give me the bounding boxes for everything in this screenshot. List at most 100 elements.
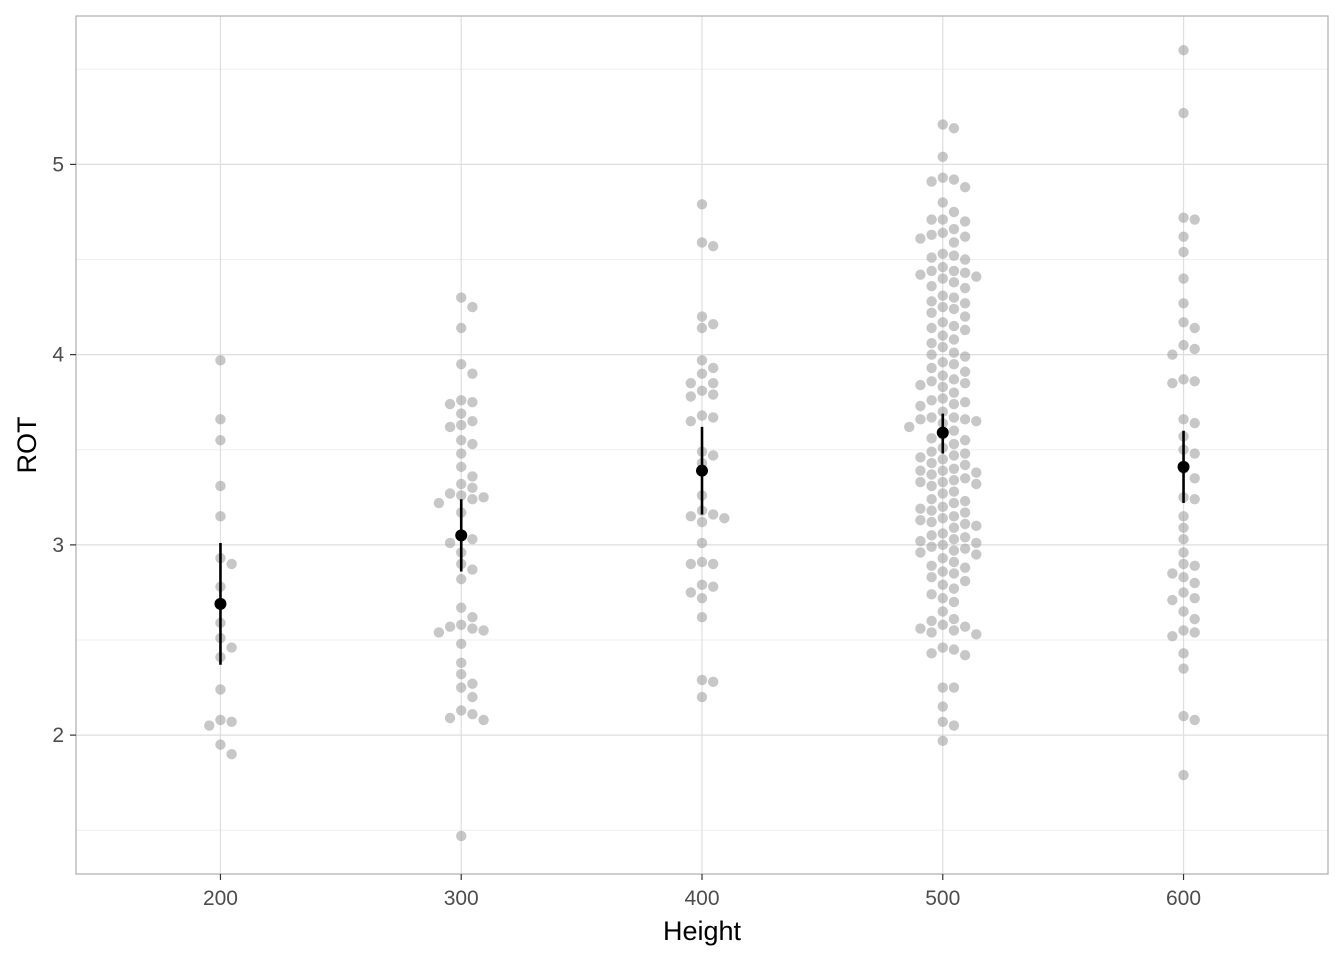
data-point — [215, 684, 226, 695]
data-point — [937, 579, 948, 591]
data-point — [1178, 522, 1189, 533]
data-point — [467, 691, 478, 703]
data-point — [959, 448, 971, 459]
y-axis-ticks: 2 3 4 5 — [52, 153, 76, 747]
data-point — [948, 250, 960, 261]
data-point — [904, 421, 915, 433]
data-point — [937, 261, 948, 273]
data-point — [1178, 625, 1189, 636]
data-point — [456, 619, 467, 630]
data-point — [696, 674, 708, 686]
data-point — [971, 478, 982, 490]
data-point — [926, 480, 937, 492]
data-point — [959, 621, 971, 632]
data-point — [467, 708, 478, 720]
data-point — [959, 575, 971, 587]
data-point — [467, 368, 478, 379]
data-point — [971, 416, 982, 427]
data-point — [926, 252, 937, 263]
data-point — [456, 638, 467, 650]
data-point — [971, 271, 982, 282]
data-point — [948, 556, 960, 568]
data-point — [1189, 592, 1200, 604]
data-point — [215, 714, 226, 726]
data-point — [948, 568, 960, 579]
data-point — [959, 254, 971, 265]
data-point — [915, 503, 926, 514]
data-point — [1178, 587, 1189, 598]
data-point — [467, 482, 478, 494]
data-point — [456, 705, 467, 716]
data-point — [685, 416, 697, 427]
data-point — [937, 735, 948, 747]
data-point — [971, 629, 982, 640]
data-point — [926, 446, 937, 457]
data-point — [456, 435, 467, 446]
data-point — [1178, 533, 1189, 545]
data-point — [1167, 349, 1178, 360]
data-point — [467, 471, 478, 482]
mean-point — [936, 426, 949, 439]
data-point — [685, 377, 697, 389]
data-point — [937, 539, 948, 551]
data-point — [719, 513, 730, 524]
data-point — [215, 435, 226, 446]
data-point — [937, 357, 948, 368]
data-point — [456, 478, 467, 490]
data-point — [959, 351, 971, 362]
data-point — [707, 362, 719, 374]
data-point — [226, 748, 237, 760]
data-point — [948, 358, 960, 370]
data-point — [456, 292, 467, 303]
data-point — [467, 494, 478, 505]
data-point — [926, 530, 937, 541]
data-point — [926, 412, 937, 423]
mean-point — [696, 464, 708, 477]
data-point — [937, 290, 948, 301]
data-point — [926, 457, 937, 469]
data-point — [696, 368, 708, 379]
data-point — [1178, 769, 1189, 781]
x-tick-label: 600 — [1166, 887, 1201, 910]
x-tick-label: 300 — [444, 887, 479, 910]
data-point — [948, 486, 960, 497]
data-point — [959, 435, 971, 446]
summary-layer — [214, 413, 1190, 665]
data-point — [707, 676, 719, 688]
data-point — [959, 182, 971, 193]
data-point — [948, 463, 960, 474]
data-point — [685, 391, 697, 402]
data-point — [948, 497, 960, 509]
data-point — [937, 381, 948, 393]
data-point — [937, 465, 948, 476]
data-point — [948, 682, 960, 693]
data-point — [937, 716, 948, 728]
data-point — [1189, 494, 1200, 505]
data-point — [926, 229, 937, 240]
data-point — [456, 408, 467, 419]
data-point — [937, 172, 948, 183]
data-point — [959, 298, 971, 309]
data-point — [215, 355, 226, 366]
x-tick-label: 500 — [925, 887, 960, 910]
data-point — [948, 374, 960, 385]
data-point — [959, 396, 971, 408]
data-point — [915, 452, 926, 463]
data-point — [696, 385, 708, 396]
data-point — [937, 701, 948, 712]
data-point — [478, 492, 489, 503]
data-point — [456, 448, 467, 459]
data-point — [456, 490, 467, 501]
data-point — [467, 396, 478, 408]
data-point — [937, 566, 948, 577]
data-point — [1167, 377, 1178, 389]
data-point — [915, 535, 926, 547]
data-point — [926, 516, 937, 528]
data-point — [707, 450, 719, 461]
data-point — [1189, 560, 1200, 572]
data-point — [926, 349, 937, 360]
data-point — [685, 558, 697, 570]
x-axis-title: Height — [663, 916, 742, 946]
data-point — [226, 642, 237, 653]
